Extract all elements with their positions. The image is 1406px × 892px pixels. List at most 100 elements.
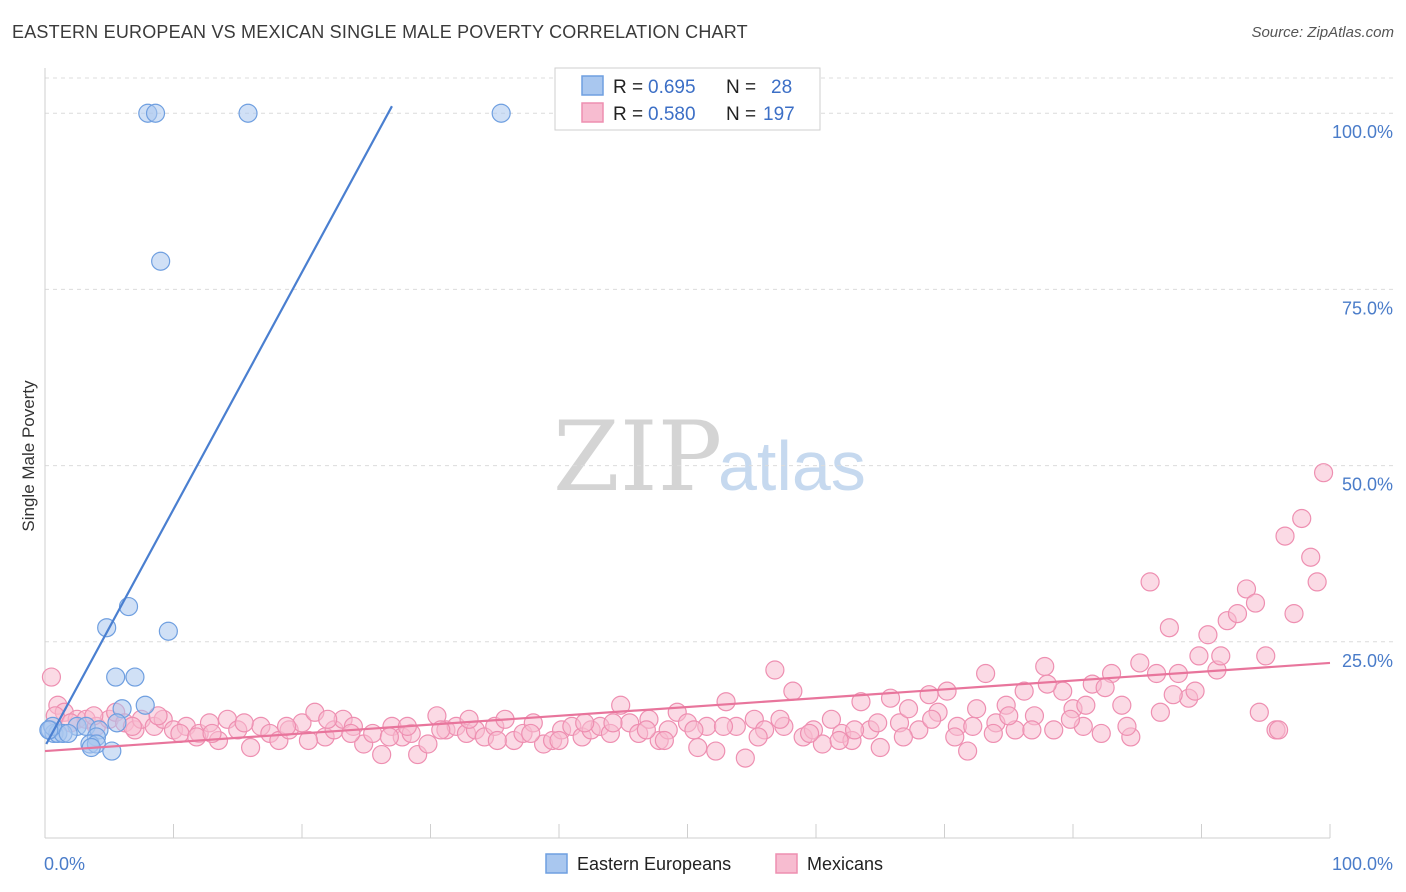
mexicans-point [1275,526,1295,546]
mexicans-point [1268,720,1289,740]
legend-n-value: 197 [763,104,795,125]
mexicans-point [958,741,978,761]
mexicans-point [603,713,623,733]
mexicans-point [1076,695,1096,715]
mexicans-point [713,716,734,736]
mexicans-point [1091,723,1111,744]
mexicans-point [1256,646,1276,666]
mexicans-point [459,709,479,729]
mexicans-point [636,720,656,740]
mexicans-point [41,667,62,687]
eastern-europeans-point [158,621,178,641]
mexicans-point [919,685,939,705]
mexicans-point [1037,674,1057,694]
eastern-europeans-point [145,103,166,123]
axes [44,68,1331,839]
mexicans-point [521,723,541,744]
mexicans-point [1159,618,1179,638]
mexicans-point [372,744,392,765]
mexicans-point [748,727,768,747]
watermark: ZIP atlas [553,401,866,513]
mexicans-point [783,681,803,701]
mexicans-point [765,660,785,680]
legend-swatch-mexicans [581,102,604,123]
mexicans-point [1014,681,1034,701]
mexicans-point [922,709,942,729]
mexicans-point [1060,709,1081,729]
legend-box: R = 0.695 N = 28 R = 0.580 N = 197 [554,67,821,131]
eastern-europeans-point [238,103,258,123]
bottom-legend-swatch-mexicans [775,853,798,874]
mexicans-point [898,699,919,719]
mexicans-point [1249,702,1269,722]
mexicans-point [549,730,569,751]
legend-r-label: R = [613,104,643,125]
watermark-zip: ZIP [553,401,722,513]
mexicans-point [844,720,865,740]
mexicans-point [1245,593,1266,613]
mexicans-point [341,723,361,744]
trend-lines [44,105,1331,753]
eastern-europeans-point [106,667,126,687]
bottom-legend: Eastern Europeans Mexicans [545,853,883,874]
mexicans-point [688,737,708,758]
eastern-europeans-point [125,667,145,687]
x-tick-labels: 0.0% 100.0% [44,854,1393,874]
mexicans-point [170,723,190,744]
x-tick-label: 0.0% [44,854,85,874]
legend-n-label: N = [726,77,756,98]
eastern-europeans-point [58,723,78,744]
mexicans-point [1035,656,1055,677]
eastern-europeans-point [491,103,511,123]
eastern-europeans-trend-line [45,105,393,745]
mexicans-point [1236,579,1257,599]
mexicans-point [1044,720,1064,740]
mexicans-point [298,730,319,751]
mexicans-point [1211,646,1231,666]
x-tick-label: 100.0% [1332,854,1393,874]
mexicans-point [1227,604,1248,624]
mexicans-point [1284,604,1304,624]
mexicans-point [1117,716,1137,736]
mexicans-point [893,727,913,747]
mexicans-point [735,748,755,768]
mexicans-point [1095,678,1115,698]
mexicans-point [1313,463,1334,483]
mexicans-point [868,713,888,733]
mexicans-point [431,720,451,740]
mexicans-point [799,723,820,744]
bottom-legend-label-mexicans: Mexicans [807,854,883,874]
mexicans-point [870,737,890,758]
mexicans-point [234,713,254,733]
chart-source: Source: ZipAtlas.com [1251,24,1394,41]
mexicans-point [821,709,842,729]
mexicans-point [1198,625,1218,645]
mexicans-point [976,663,996,684]
mexicans-point [1301,547,1321,567]
eastern-europeans-point [118,596,139,617]
mexicans-point [611,695,631,715]
mexicans-point [1130,653,1150,673]
mexicans-point [706,741,726,761]
y-tick-label: 100.0% [1332,122,1393,142]
mexicans-trend-line [44,661,1331,753]
mexicans-point [318,709,338,729]
mexicans-point [148,706,168,726]
bottom-legend-swatch-eastern-europeans [545,853,568,874]
mexicans-point [202,723,222,744]
mexicans-point [851,692,871,712]
mexicans-point [1185,681,1205,701]
mexicans-point [1163,685,1183,705]
legend-r-value: 0.580 [648,104,696,125]
mexicans-point [1112,695,1132,715]
legend-n-label: N = [726,104,756,125]
mexicans-point [937,681,957,701]
mexicans-point [418,734,438,754]
mexicans-point [379,727,399,747]
legend-swatch-eastern-europeans [581,75,604,96]
mexicans-point [575,713,595,733]
mexicans-point [1150,702,1170,722]
y-tick-label: 75.0% [1342,298,1393,318]
mexicans-point [487,730,507,751]
